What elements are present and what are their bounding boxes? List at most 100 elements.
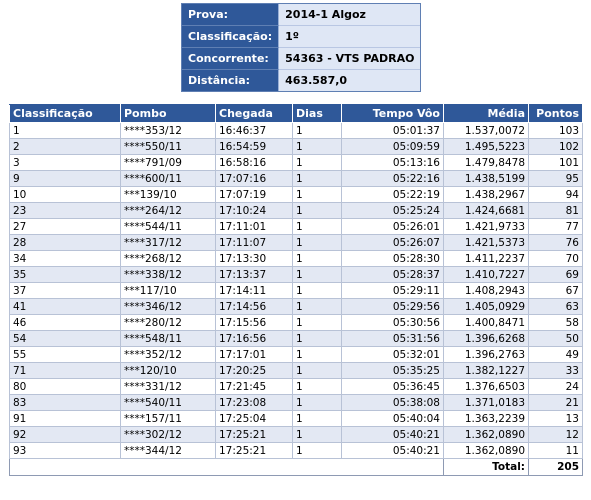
- results-header-row: Classificação Pombo Chegada Dias Tempo V…: [9, 104, 583, 123]
- cell-media: 1.405,0929: [443, 298, 529, 315]
- table-row: 92 ****302/12 17:25:21 1 05:40:21 1.362,0890 1…: [9, 426, 583, 443]
- cell-media: 1.424,6681: [443, 202, 529, 219]
- cell-dias: 1: [292, 170, 342, 187]
- info-label: Prova:: [182, 4, 280, 26]
- table-row: 54 ****548/11 17:16:56 1 05:31:56 1.396,6268 5…: [9, 330, 583, 347]
- cell-dias: 1: [292, 250, 342, 267]
- cell-pombo: ****317/12: [120, 234, 216, 251]
- table-row: 23 ****264/12 17:10:24 1 05:25:24 1.424,6681 8…: [9, 202, 583, 219]
- cell-dias: 1: [292, 218, 342, 235]
- header-pontos: Pontos: [528, 104, 583, 123]
- header-media: Média: [443, 104, 529, 123]
- table-row: 3 ****791/09 16:58:16 1 05:13:16 1.479,8478 10…: [9, 154, 583, 171]
- cell-media: 1.400,8471: [443, 314, 529, 331]
- cell-media: 1.421,9733: [443, 218, 529, 235]
- cell-pombo: ****302/12: [120, 426, 216, 443]
- cell-pontos: 24: [528, 378, 583, 395]
- cell-tempo-voo: 05:29:56: [341, 298, 444, 315]
- cell-pontos: 21: [528, 394, 583, 411]
- table-row: 93 ****344/12 17:25:21 1 05:40:21 1.362,0890 1…: [9, 442, 583, 459]
- info-row: Classificação: 1º: [182, 26, 421, 48]
- cell-media: 1.382,1227: [443, 362, 529, 379]
- table-row: 28 ****317/12 17:11:07 1 05:26:07 1.421,5373 7…: [9, 234, 583, 251]
- total-label: Total:: [443, 458, 529, 476]
- table-row: 34 ****268/12 17:13:30 1 05:28:30 1.411,2237 7…: [9, 250, 583, 267]
- cell-chegada: 17:25:21: [215, 442, 293, 459]
- cell-dias: 1: [292, 266, 342, 283]
- cell-media: 1.396,6268: [443, 330, 529, 347]
- cell-classificacao: 2: [9, 138, 121, 155]
- info-label: Distância:: [182, 70, 280, 91]
- cell-classificacao: 93: [9, 442, 121, 459]
- cell-chegada: 16:58:16: [215, 154, 293, 171]
- cell-tempo-voo: 05:29:11: [341, 282, 444, 299]
- cell-chegada: 17:16:56: [215, 330, 293, 347]
- cell-pontos: 50: [528, 330, 583, 347]
- cell-tempo-voo: 05:31:56: [341, 330, 444, 347]
- info-row: Prova: 2014-1 Algoz: [182, 4, 421, 26]
- table-row: 55 ****352/12 17:17:01 1 05:32:01 1.396,2763 4…: [9, 346, 583, 363]
- info-value: 463.587,0: [279, 70, 421, 91]
- cell-classificacao: 83: [9, 394, 121, 411]
- cell-classificacao: 1: [9, 122, 121, 139]
- cell-tempo-voo: 05:26:01: [341, 218, 444, 235]
- cell-pontos: 67: [528, 282, 583, 299]
- cell-chegada: 17:17:01: [215, 346, 293, 363]
- cell-chegada: 17:23:08: [215, 394, 293, 411]
- cell-tempo-voo: 05:26:07: [341, 234, 444, 251]
- cell-pontos: 58: [528, 314, 583, 331]
- table-row: 37 ***117/10 17:14:11 1 05:29:11 1.408,2943 67: [9, 282, 583, 299]
- cell-dias: 1: [292, 298, 342, 315]
- cell-classificacao: 35: [9, 266, 121, 283]
- cell-pontos: 103: [528, 122, 583, 139]
- cell-tempo-voo: 05:36:45: [341, 378, 444, 395]
- cell-pontos: 76: [528, 234, 583, 251]
- cell-pombo: ****280/12: [120, 314, 216, 331]
- cell-pontos: 77: [528, 218, 583, 235]
- info-label: Classificação:: [182, 26, 280, 48]
- cell-pontos: 11: [528, 442, 583, 459]
- table-row: 83 ****540/11 17:23:08 1 05:38:08 1.371,0183 2…: [9, 394, 583, 411]
- cell-dias: 1: [292, 362, 342, 379]
- cell-classificacao: 9: [9, 170, 121, 187]
- table-row: 41 ****346/12 17:14:56 1 05:29:56 1.405,0929 6…: [9, 298, 583, 315]
- cell-classificacao: 80: [9, 378, 121, 395]
- cell-classificacao: 27: [9, 218, 121, 235]
- cell-media: 1.363,2239: [443, 410, 529, 427]
- cell-dias: 1: [292, 378, 342, 395]
- cell-tempo-voo: 05:35:25: [341, 362, 444, 379]
- race-info-body: Prova: 2014-1 Algoz Classificação: 1º Concor…: [182, 4, 421, 91]
- cell-tempo-voo: 05:38:08: [341, 394, 444, 411]
- cell-tempo-voo: 05:28:30: [341, 250, 444, 267]
- header-chegada: Chegada: [215, 104, 293, 123]
- table-row: 10 ***139/10 17:07:19 1 05:22:19 1.438,2967 94: [9, 186, 583, 203]
- total-row: Total: 205: [9, 458, 583, 476]
- race-info-table: Prova: 2014-1 Algoz Classificação: 1º Concor…: [181, 3, 422, 92]
- header-tempo-voo: Tempo Vôo: [341, 104, 444, 123]
- cell-classificacao: 54: [9, 330, 121, 347]
- cell-dias: 1: [292, 330, 342, 347]
- cell-tempo-voo: 05:13:16: [341, 154, 444, 171]
- cell-pontos: 13: [528, 410, 583, 427]
- cell-dias: 1: [292, 394, 342, 411]
- cell-media: 1.495,5223: [443, 138, 529, 155]
- cell-classificacao: 55: [9, 346, 121, 363]
- cell-tempo-voo: 05:25:24: [341, 202, 444, 219]
- cell-pombo: ****268/12: [120, 250, 216, 267]
- header-classificacao: Classificação: [9, 104, 121, 123]
- cell-pontos: 70: [528, 250, 583, 267]
- header-dias: Dias: [292, 104, 342, 123]
- cell-chegada: 17:25:04: [215, 410, 293, 427]
- cell-pontos: 49: [528, 346, 583, 363]
- cell-media: 1.410,7227: [443, 266, 529, 283]
- cell-pombo: ****352/12: [120, 346, 216, 363]
- cell-media: 1.396,2763: [443, 346, 529, 363]
- cell-dias: 1: [292, 122, 342, 139]
- cell-classificacao: 71: [9, 362, 121, 379]
- cell-pombo: ***139/10: [120, 186, 216, 203]
- table-row: 80 ****331/12 17:21:45 1 05:36:45 1.376,6503 2…: [9, 378, 583, 395]
- info-value: 1º: [279, 26, 421, 48]
- cell-pombo: ****353/12: [120, 122, 216, 139]
- cell-media: 1.362,0890: [443, 426, 529, 443]
- cell-chegada: 17:07:19: [215, 186, 293, 203]
